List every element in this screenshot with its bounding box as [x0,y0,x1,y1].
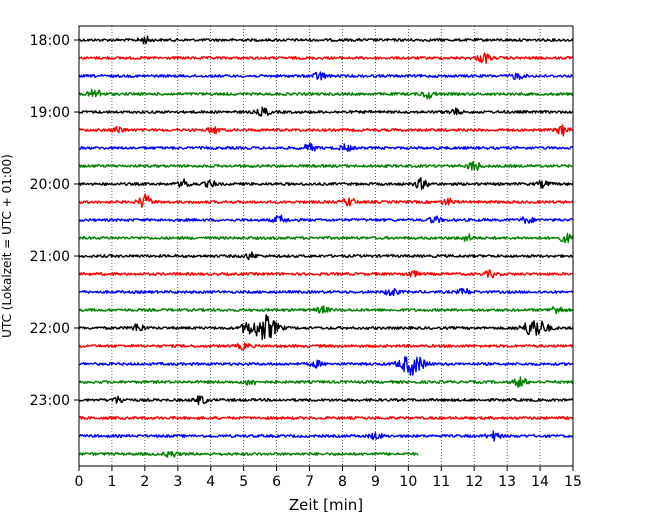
trace-line [78,376,574,388]
trace-line [78,214,574,225]
x-tick-label: 6 [272,474,281,490]
trace-line [78,35,574,45]
x-tick-label: 8 [338,474,347,490]
x-tick-label: 2 [140,474,149,490]
y-tick-label: 23:00 [30,393,70,409]
x-tick-label: 10 [399,474,417,490]
x-tick-label: 4 [206,474,215,490]
trace-line [78,124,574,137]
x-axis-title: Zeit [min] [289,496,363,514]
trace-line [78,142,574,152]
x-tick-label: 0 [75,474,84,490]
trace-line [78,395,574,406]
x-tick-label: 14 [531,474,549,490]
x-tick-label: 9 [371,474,380,490]
trace-line [78,161,573,172]
y-tick-label: 22:00 [30,321,70,337]
trace-line [78,106,574,117]
x-tick-label: 7 [305,474,314,490]
trace-line [78,88,574,100]
trace-series [78,35,574,458]
trace-line [78,287,574,297]
trace-line [78,251,574,261]
grid-lines [111,26,541,466]
trace-line [78,314,574,341]
y-tick-label: 19:00 [30,105,70,121]
trace-line [78,416,574,420]
y-axis-title: UTC (Lokalzeit = UTC + 01:00) [0,154,14,338]
trace-line [78,232,574,244]
x-tick-label: 13 [498,474,516,490]
trace-line [78,342,574,351]
x-tick-label: 12 [465,474,483,490]
x-tick-label: 1 [107,474,116,490]
trace-line [78,355,574,376]
trace-line [78,71,574,81]
trace-line [78,52,574,65]
trace-line [78,269,574,279]
x-tick-label: 3 [173,474,182,490]
trace-line [78,450,419,458]
x-tick-label: 15 [564,474,582,490]
trace-line [78,193,574,208]
y-tick-label: 18:00 [30,33,70,49]
x-axis-ticks: 0 1 2 3 4 5 6 7 8 9 10 11 12 13 14 15 [75,466,582,490]
trace-line [78,305,574,315]
x-tick-label: 11 [432,474,450,490]
x-tick-label: 5 [239,474,248,490]
trace-line [78,177,574,191]
y-tick-label: 20:00 [30,177,70,193]
y-axis-ticks: 18:00 19:00 20:00 21:00 22:00 23:00 [30,33,79,409]
y-tick-label: 21:00 [30,249,70,265]
plot-frame [78,25,574,467]
trace-line [78,430,574,442]
